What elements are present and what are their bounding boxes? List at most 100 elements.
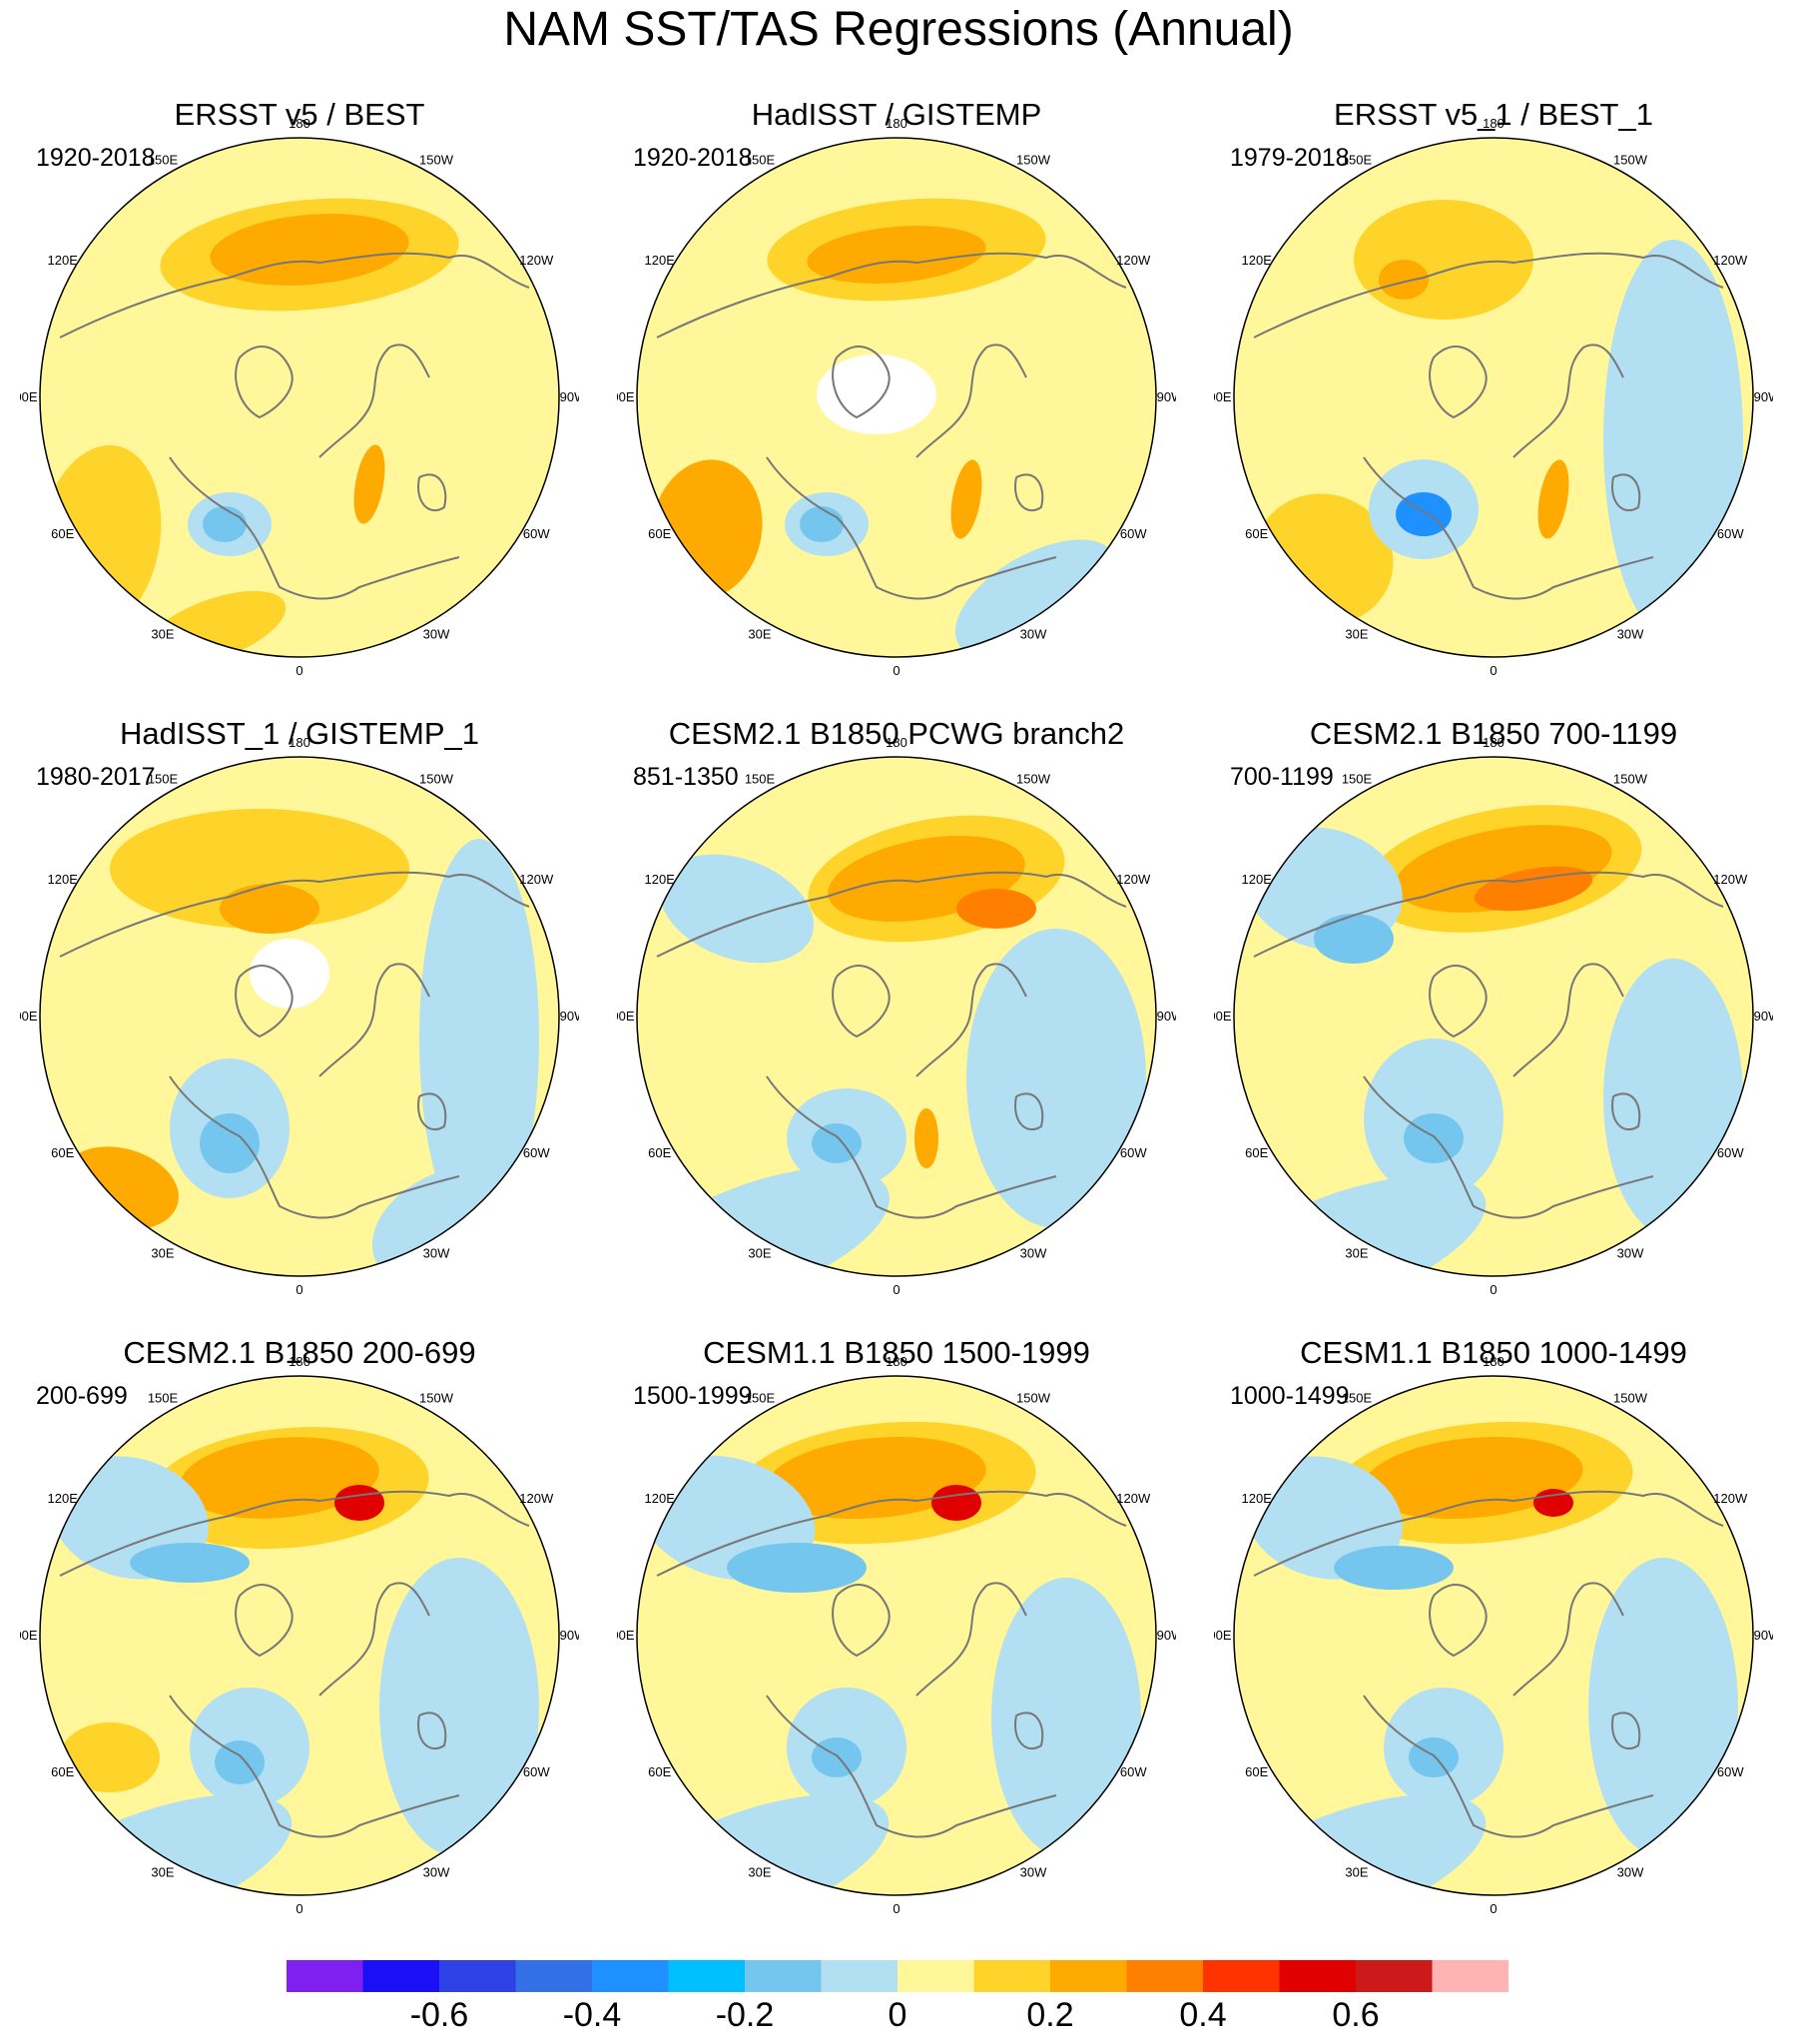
map-border <box>39 756 560 1277</box>
polar-map: 180 150E 120E 90E 60E 30E 0 30W 60W 90W 120W 150W <box>1214 735 1773 1297</box>
anomaly-contour <box>215 1740 265 1784</box>
anomaly-contour <box>1379 260 1429 300</box>
longitude-label: 150W <box>419 772 454 787</box>
longitude-label: 30W <box>1020 1864 1047 1879</box>
colorbar-tick-label: -0.2 <box>715 1996 775 2034</box>
longitude-label: 0 <box>296 1901 302 1916</box>
anomaly-contour <box>130 1543 250 1583</box>
panel-years: 1979-2018 <box>1230 144 1350 172</box>
map-panel: 180 150E 120E 90E 60E 30E 0 30W 60W 90W 120W 150W CE… <box>20 1333 579 1916</box>
coastline <box>417 1711 447 1750</box>
longitude-label: 120E <box>1242 253 1273 268</box>
polar-map: 180 150E 120E 90E 60E 30E 0 30W 60W 90W 120W 150W <box>20 1354 579 1916</box>
longitude-label: 180 <box>1483 735 1504 750</box>
coastline <box>1512 343 1624 458</box>
longitude-label: 0 <box>893 1282 899 1297</box>
longitude-label: 120W <box>519 1491 554 1506</box>
longitude-label: 30W <box>1020 1245 1047 1260</box>
coastline <box>235 1584 294 1658</box>
anomaly-contour <box>1314 914 1394 964</box>
colorbar-tick-label: -0.6 <box>409 1996 469 2034</box>
panel-years: 1920-2018 <box>633 144 753 172</box>
longitude-label: 150E <box>745 772 776 787</box>
coastline <box>59 252 530 339</box>
anomaly-contour <box>1537 459 1569 539</box>
longitude-label: 90E <box>20 389 38 404</box>
longitude-label: 60W <box>523 1145 550 1160</box>
coastline <box>318 1582 430 1697</box>
polar-map: 180 150E 120E 90E 60E 30E 0 30W 60W 90W 120W 150W <box>617 116 1176 678</box>
panel-years: 700-1199 <box>1230 763 1334 791</box>
anomaly-contour <box>250 939 329 1009</box>
map-border <box>39 137 560 658</box>
longitude-label: 180 <box>289 1354 310 1369</box>
anomaly-contour <box>727 1543 867 1593</box>
longitude-label: 150E <box>745 153 776 168</box>
longitude-label: 90W <box>1754 1628 1773 1643</box>
longitude-label: 90E <box>1214 389 1232 404</box>
panel-title: CESM1.1 B1850 1000-1499 <box>1300 1335 1687 1370</box>
coastline <box>1429 965 1488 1038</box>
longitude-label: 150E <box>148 1391 179 1406</box>
longitude-label: 60E <box>51 1764 74 1779</box>
longitude-label: 0 <box>1490 1901 1497 1916</box>
longitude-label: 90W <box>1157 1009 1176 1023</box>
longitude-label: 30E <box>748 626 771 641</box>
longitude-label: 60E <box>1245 526 1268 541</box>
anomaly-contour <box>1404 1113 1464 1163</box>
longitude-label: 90E <box>617 1628 635 1643</box>
longitude-label: 150E <box>1342 772 1373 787</box>
polar-map: 180 150E 120E 90E 60E 30E 0 30W 60W 90W 120W 150W <box>20 735 579 1297</box>
longitude-label: 30E <box>151 1245 174 1260</box>
coastline <box>915 343 1027 458</box>
longitude-label: 120W <box>1116 253 1151 268</box>
polar-map: 180 150E 120E 90E 60E 30E 0 30W 60W 90W 120W 150W <box>20 116 579 678</box>
longitude-label: 150W <box>1016 772 1051 787</box>
longitude-label: 90E <box>20 1628 38 1643</box>
longitude-label: 60E <box>51 526 74 541</box>
longitude-label: 150E <box>148 153 179 168</box>
longitude-label: 30E <box>748 1245 771 1260</box>
longitude-label: 30W <box>1617 1245 1644 1260</box>
anomaly-contour <box>1354 200 1533 320</box>
coastline <box>1363 1695 1654 1838</box>
anomaly-contour <box>1474 866 1593 912</box>
longitude-label: 120W <box>1116 872 1151 887</box>
anomaly-contour <box>203 506 247 542</box>
panel-title: ERSST v5_1 / BEST_1 <box>1334 97 1653 132</box>
map-panel: 180 150E 120E 90E 60E 30E 0 30W 60W 90W 120W 150W CE… <box>617 714 1176 1297</box>
longitude-label: 120E <box>1242 1491 1273 1506</box>
longitude-label: 180 <box>1483 1354 1504 1369</box>
coastline <box>656 1490 1127 1577</box>
coastline <box>1429 345 1488 419</box>
coastline <box>235 965 294 1038</box>
coastline <box>417 473 447 512</box>
coastline <box>832 1584 891 1658</box>
map-border <box>636 137 1157 658</box>
longitude-label: 90E <box>1214 1628 1232 1643</box>
colorbar-tick-label: 0 <box>888 1996 907 2034</box>
longitude-label: 30W <box>1020 626 1047 641</box>
panel-years: 1920-2018 <box>36 144 156 172</box>
longitude-label: 90W <box>1157 389 1176 404</box>
longitude-label: 150W <box>1016 153 1051 168</box>
coastline <box>766 456 1057 600</box>
longitude-label: 150E <box>1342 153 1373 168</box>
anomaly-contour <box>110 809 409 929</box>
longitude-label: 0 <box>1490 1282 1497 1297</box>
coastline <box>1512 963 1624 1077</box>
longitude-label: 90W <box>560 1009 579 1023</box>
longitude-label: 30W <box>1617 1864 1644 1879</box>
colorbar <box>0 1957 1797 2044</box>
longitude-label: 180 <box>1483 116 1504 131</box>
longitude-label: 30E <box>1345 626 1368 641</box>
coastline <box>417 1092 447 1131</box>
anomaly-contour <box>956 889 1036 929</box>
longitude-label: 180 <box>289 116 310 131</box>
longitude-label: 30W <box>1617 626 1644 641</box>
map-panel: 180 150E 120E 90E 60E 30E 0 30W 60W 90W 120W 150W CE… <box>1214 1333 1773 1916</box>
longitude-label: 150W <box>1613 772 1648 787</box>
coastline <box>59 871 530 958</box>
colorbar-tick-label: 0.6 <box>1332 1996 1380 2034</box>
longitude-label: 150E <box>745 1391 776 1406</box>
